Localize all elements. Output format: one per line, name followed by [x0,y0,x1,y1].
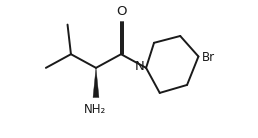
Text: NH₂: NH₂ [84,103,106,116]
Text: Br: Br [202,51,215,64]
Text: N: N [135,59,144,73]
Text: O: O [116,5,126,18]
Polygon shape [93,68,99,97]
